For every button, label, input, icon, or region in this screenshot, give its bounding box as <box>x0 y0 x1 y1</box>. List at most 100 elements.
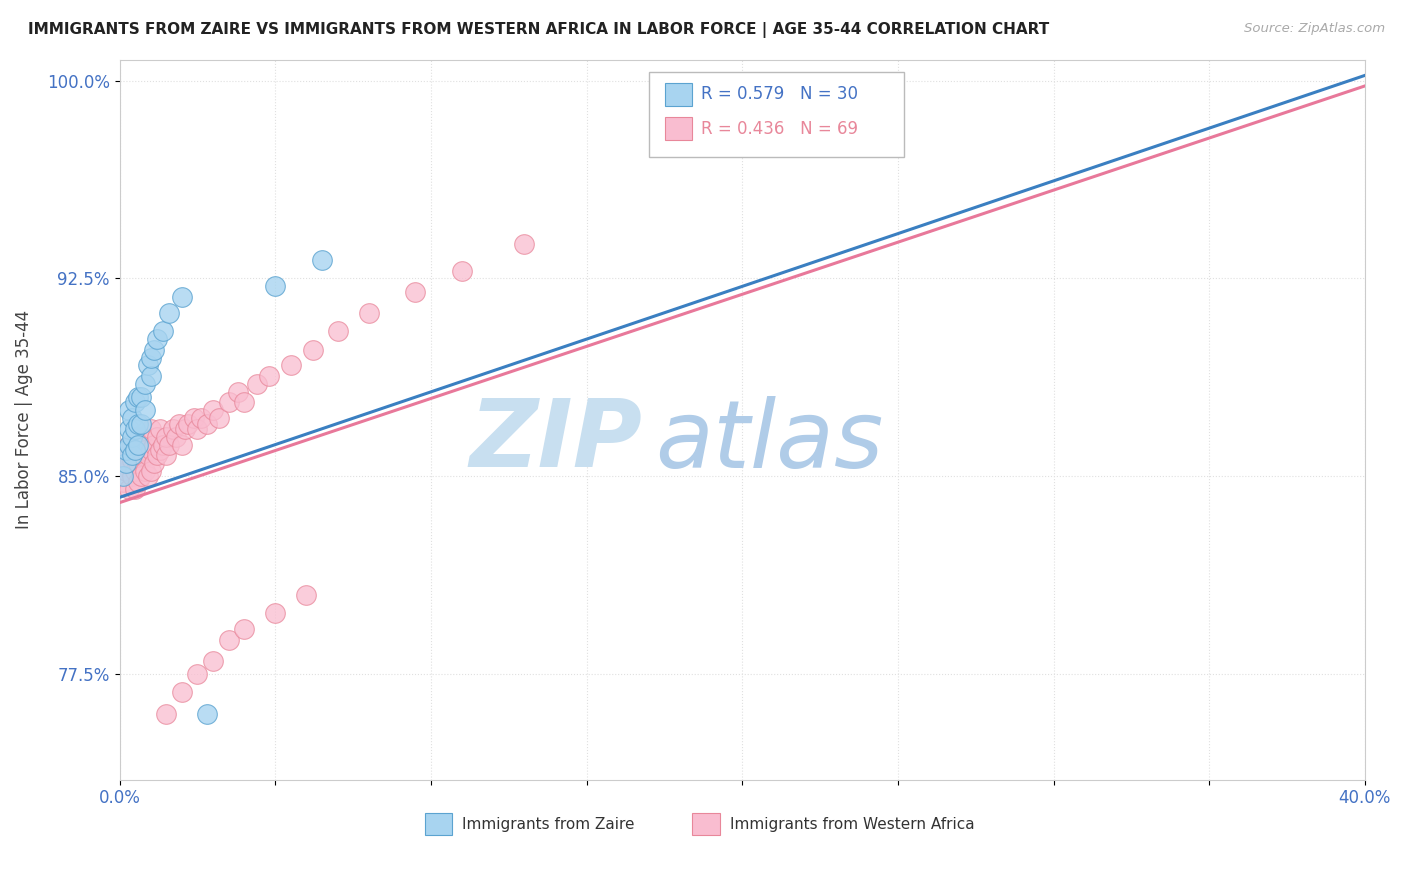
Point <box>404 285 426 299</box>
Point <box>127 437 149 451</box>
Bar <box>665 83 692 106</box>
Point <box>233 622 256 636</box>
Point <box>218 632 240 647</box>
Point <box>142 437 165 451</box>
Point <box>162 422 184 436</box>
Bar <box>692 814 720 835</box>
Point <box>142 456 165 470</box>
Point <box>170 685 193 699</box>
Point <box>121 411 143 425</box>
Point <box>155 430 177 444</box>
Point <box>111 469 134 483</box>
Point <box>264 279 287 293</box>
Point <box>121 430 143 444</box>
Point <box>165 430 187 444</box>
Point <box>124 422 146 436</box>
Point <box>218 395 240 409</box>
Point <box>124 430 146 444</box>
Text: ZIP: ZIP <box>470 395 643 487</box>
Point <box>149 422 172 436</box>
Point <box>118 422 141 436</box>
Point <box>357 306 380 320</box>
Point <box>177 417 200 431</box>
Point <box>127 417 149 431</box>
Point <box>127 456 149 470</box>
Point <box>139 442 162 457</box>
Point <box>170 437 193 451</box>
Text: Source: ZipAtlas.com: Source: ZipAtlas.com <box>1244 22 1385 36</box>
Point <box>118 437 141 451</box>
Point <box>139 369 162 384</box>
Point <box>186 667 208 681</box>
Text: IMMIGRANTS FROM ZAIRE VS IMMIGRANTS FROM WESTERN AFRICA IN LABOR FORCE | AGE 35-: IMMIGRANTS FROM ZAIRE VS IMMIGRANTS FROM… <box>28 22 1049 38</box>
Point <box>157 437 180 451</box>
Y-axis label: In Labor Force | Age 35-44: In Labor Force | Age 35-44 <box>15 310 32 529</box>
Point <box>121 448 143 462</box>
Point <box>115 464 138 478</box>
Point <box>183 411 205 425</box>
Point <box>146 448 169 462</box>
Text: atlas: atlas <box>655 396 883 487</box>
Point <box>131 469 153 483</box>
Point <box>152 324 174 338</box>
Point <box>131 417 153 431</box>
Point <box>226 384 249 399</box>
Point <box>134 403 156 417</box>
Point <box>121 453 143 467</box>
Point <box>139 464 162 478</box>
Text: Immigrants from Western Africa: Immigrants from Western Africa <box>730 817 974 831</box>
Point <box>186 422 208 436</box>
Point <box>174 422 197 436</box>
Text: R = 0.579   N = 30: R = 0.579 N = 30 <box>702 85 858 103</box>
Point <box>127 437 149 451</box>
Bar <box>665 117 692 140</box>
Point <box>134 376 156 391</box>
Point <box>139 422 162 436</box>
Point <box>134 442 156 457</box>
Point <box>124 442 146 457</box>
Point <box>201 403 224 417</box>
Point <box>280 359 302 373</box>
Point <box>121 469 143 483</box>
Point <box>295 588 318 602</box>
Point <box>127 390 149 404</box>
Point <box>513 237 536 252</box>
Point <box>111 475 134 489</box>
Point <box>157 306 180 320</box>
Bar <box>425 814 453 835</box>
Point <box>208 411 231 425</box>
Point <box>118 403 141 417</box>
Point <box>195 706 218 721</box>
Text: Immigrants from Zaire: Immigrants from Zaire <box>463 817 634 831</box>
Point <box>124 395 146 409</box>
Point <box>326 324 349 338</box>
Point <box>146 332 169 346</box>
Point <box>155 706 177 721</box>
Point <box>124 483 146 497</box>
Point <box>131 430 153 444</box>
Point <box>131 390 153 404</box>
Point <box>142 343 165 357</box>
Point <box>139 351 162 365</box>
Text: R = 0.436   N = 69: R = 0.436 N = 69 <box>702 120 858 137</box>
Point <box>301 343 323 357</box>
Point <box>152 437 174 451</box>
Point <box>121 437 143 451</box>
Point <box>131 448 153 462</box>
Point <box>190 411 212 425</box>
Point <box>167 417 190 431</box>
Point <box>146 430 169 444</box>
Point <box>118 483 141 497</box>
Point <box>136 469 159 483</box>
Point <box>136 448 159 462</box>
Point <box>124 464 146 478</box>
Point <box>124 448 146 462</box>
Point <box>451 263 474 277</box>
Point <box>257 369 280 384</box>
Point <box>118 456 141 470</box>
Point <box>195 417 218 431</box>
Point <box>311 252 333 267</box>
Point <box>115 456 138 470</box>
Point <box>170 290 193 304</box>
Point <box>155 448 177 462</box>
